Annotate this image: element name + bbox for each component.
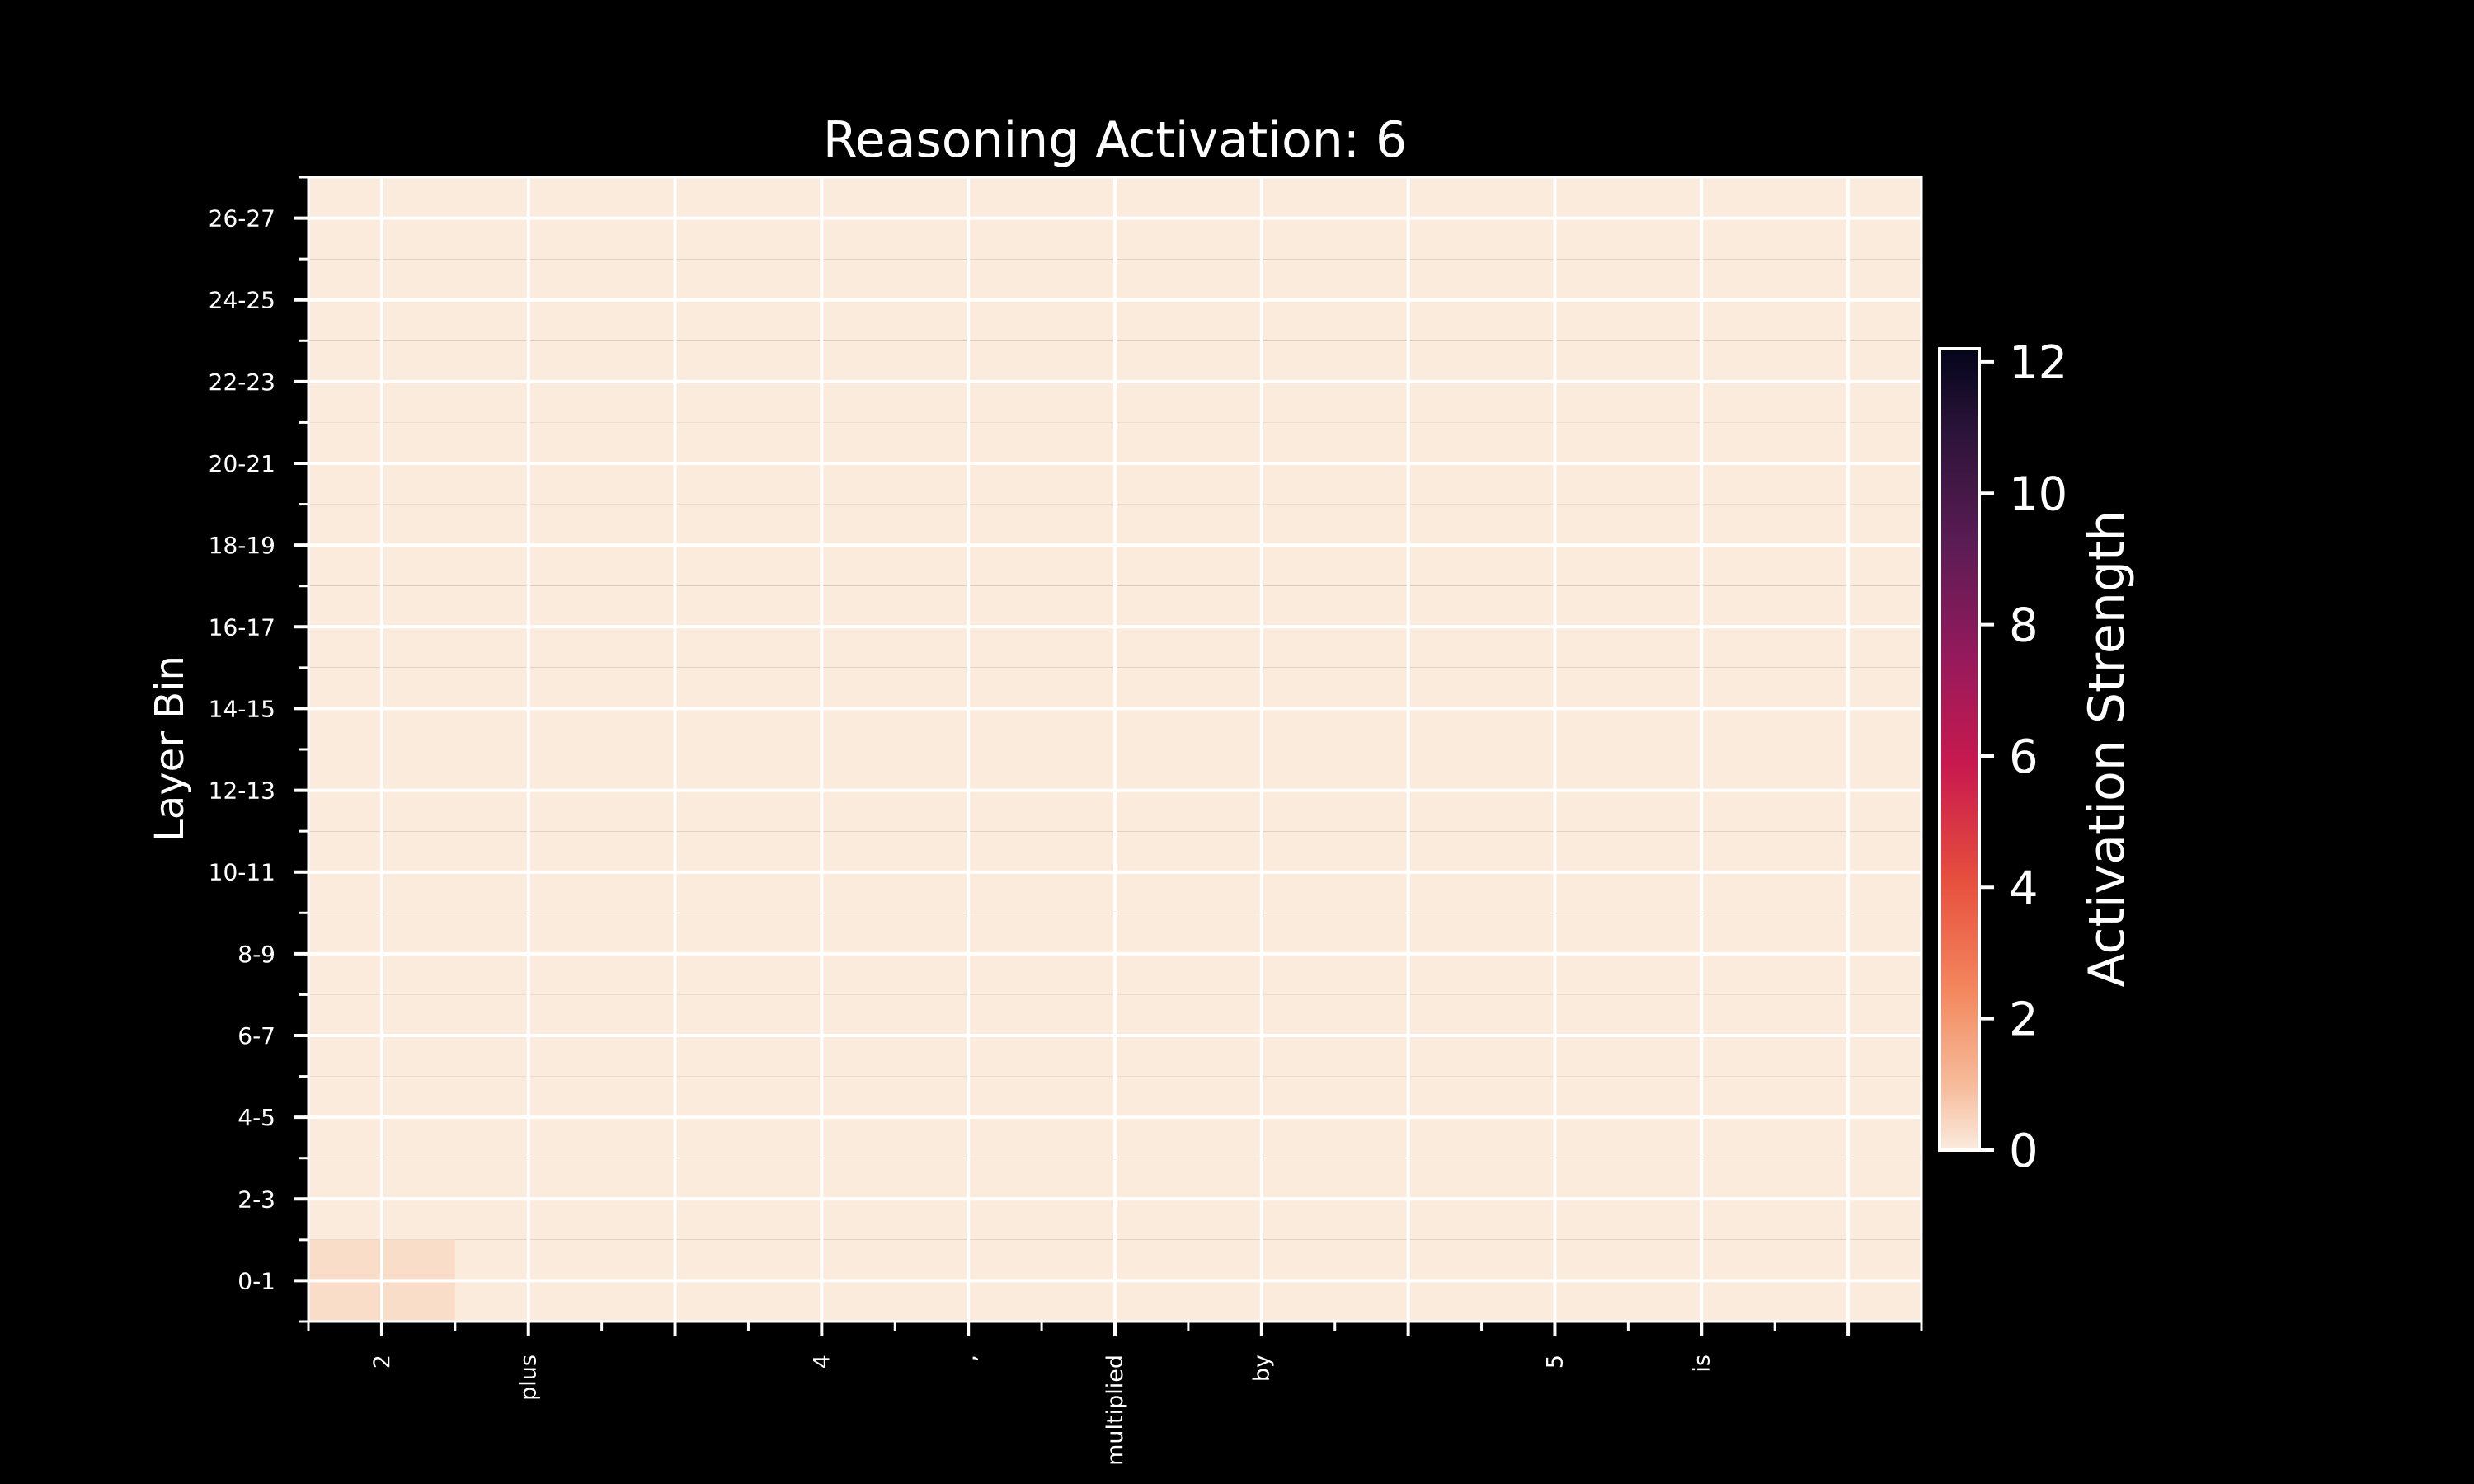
- colorbar-tick-label: 8: [2009, 599, 2039, 653]
- y-tick-label: 18-19: [209, 532, 275, 559]
- x-axis: 2 plus 4, multiplied by 5 is: [307, 1322, 1923, 1466]
- x-tick-label: ,: [956, 1355, 981, 1362]
- y-tick-label: 6-7: [238, 1022, 275, 1050]
- colorbar-tick-label: 0: [2009, 1125, 2039, 1178]
- colorbar-tick-label: 12: [2009, 336, 2067, 390]
- y-tick-label: 14-15: [209, 695, 275, 722]
- colorbar-tick-label: 6: [2009, 730, 2039, 784]
- x-tick-label: multiplied: [1103, 1355, 1128, 1466]
- x-tick-label: by: [1249, 1355, 1275, 1382]
- colorbar-gradient: [1938, 347, 1981, 1152]
- chart-title: Reasoning Activation: 6: [823, 111, 1407, 169]
- y-tick-label: 12-13: [209, 777, 275, 805]
- y-tick-label: 20-21: [209, 450, 275, 477]
- y-tick-label: 4-5: [238, 1104, 275, 1131]
- x-tick-label: 2: [369, 1355, 395, 1369]
- y-tick-label: 0-1: [238, 1267, 275, 1294]
- y-tick-label: 22-23: [209, 369, 275, 396]
- y-tick-label: 8-9: [238, 941, 275, 968]
- x-tick-label: 5: [1542, 1355, 1568, 1369]
- colorbar-tick-label: 2: [2009, 993, 2039, 1047]
- y-axis: 0-1 2-3 4-5 6-7 8-9 10-11 12-13 14-15 16-17 18-19…: [209, 176, 308, 1323]
- plot-area: [307, 176, 1923, 1323]
- x-tick-label: plus: [516, 1355, 542, 1401]
- colorbar: 0 2 4 6 8 10 12: [1938, 336, 2067, 1178]
- y-tick-label: 10-11: [209, 859, 275, 886]
- y-tick-label: 16-17: [209, 613, 275, 641]
- y-tick-label: 2-3: [238, 1186, 275, 1213]
- y-axis-label: Layer Bin: [147, 655, 193, 842]
- colorbar-tick-label: 10: [2009, 467, 2067, 521]
- colorbar-tick-label: 4: [2009, 862, 2039, 915]
- x-tick-label: 4: [809, 1355, 835, 1369]
- y-tick-label: 24-25: [209, 287, 275, 314]
- x-tick-label: is: [1689, 1355, 1714, 1373]
- colorbar-label: Activation Strength: [2078, 510, 2136, 988]
- y-tick-label: 26-27: [209, 205, 275, 232]
